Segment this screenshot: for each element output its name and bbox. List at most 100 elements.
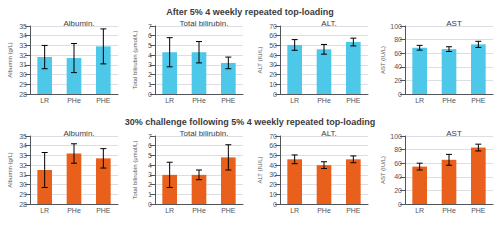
svg-text:PHE: PHE — [346, 97, 361, 104]
svg-text:60: 60 — [269, 32, 277, 39]
svg-text:Albumin (g/L): Albumin (g/L) — [7, 152, 13, 188]
svg-text:32: 32 — [19, 162, 27, 169]
svg-text:50: 50 — [269, 42, 277, 49]
svg-text:60: 60 — [394, 160, 402, 167]
svg-text:20: 20 — [269, 71, 277, 78]
svg-text:ALT.: ALT. — [321, 129, 336, 138]
svg-text:0: 0 — [398, 201, 402, 208]
svg-text:2: 2 — [148, 71, 152, 78]
svg-text:30: 30 — [269, 171, 277, 178]
svg-text:40: 40 — [269, 52, 277, 59]
svg-text:60: 60 — [394, 50, 402, 57]
svg-text:PHE: PHE — [471, 97, 486, 104]
svg-text:4: 4 — [148, 162, 152, 169]
svg-text:100: 100 — [390, 23, 402, 30]
svg-text:34: 34 — [19, 32, 27, 39]
svg-text:35: 35 — [19, 133, 27, 140]
svg-text:PHe: PHe — [317, 97, 331, 104]
svg-text:33: 33 — [19, 152, 27, 159]
svg-text:LR: LR — [415, 207, 424, 214]
svg-text:Total bilirubin.: Total bilirubin. — [180, 19, 229, 28]
svg-text:AST (IU/L): AST (IU/L) — [380, 46, 386, 74]
svg-text:2: 2 — [148, 181, 152, 188]
svg-text:20: 20 — [394, 187, 402, 194]
svg-text:70: 70 — [269, 133, 277, 140]
svg-text:29: 29 — [19, 81, 27, 88]
svg-text:AST: AST — [446, 129, 462, 138]
svg-text:AST: AST — [446, 19, 462, 28]
svg-text:5: 5 — [148, 152, 152, 159]
svg-text:0: 0 — [398, 91, 402, 98]
svg-text:PHe: PHe — [442, 207, 456, 214]
svg-text:100: 100 — [390, 133, 402, 140]
svg-text:LR: LR — [40, 97, 49, 104]
svg-text:10: 10 — [269, 81, 277, 88]
svg-text:PHE: PHE — [96, 97, 111, 104]
svg-text:35: 35 — [19, 23, 27, 30]
svg-text:60: 60 — [269, 142, 277, 149]
svg-text:PHe: PHe — [67, 97, 81, 104]
svg-text:0: 0 — [148, 91, 152, 98]
svg-text:3: 3 — [148, 171, 152, 178]
svg-text:PHE: PHE — [471, 207, 486, 214]
svg-text:LR: LR — [165, 207, 174, 214]
svg-text:6: 6 — [148, 142, 152, 149]
svg-text:80: 80 — [394, 36, 402, 43]
svg-text:LR: LR — [290, 97, 299, 104]
svg-text:PHe: PHe — [67, 207, 81, 214]
svg-text:PHe: PHe — [442, 97, 456, 104]
svg-text:32: 32 — [19, 52, 27, 59]
svg-text:Albumin.: Albumin. — [63, 19, 94, 28]
svg-text:PHE: PHE — [221, 97, 236, 104]
svg-text:50: 50 — [269, 152, 277, 159]
svg-text:PHE: PHE — [221, 207, 236, 214]
svg-text:ALT.: ALT. — [321, 19, 336, 28]
svg-text:28: 28 — [19, 201, 27, 208]
svg-text:PHE: PHE — [346, 207, 361, 214]
svg-text:0: 0 — [273, 91, 277, 98]
svg-text:6: 6 — [148, 32, 152, 39]
svg-text:PHe: PHe — [317, 207, 331, 214]
svg-text:1: 1 — [148, 81, 152, 88]
svg-text:30: 30 — [269, 61, 277, 68]
svg-text:31: 31 — [19, 171, 27, 178]
svg-text:Total bilirubin (μmol/L): Total bilirubin (μmol/L) — [132, 141, 138, 200]
svg-text:10: 10 — [269, 191, 277, 198]
svg-text:LR: LR — [290, 207, 299, 214]
svg-text:29: 29 — [19, 191, 27, 198]
svg-text:After 5% 4 weekly repeated top: After 5% 4 weekly repeated top-loading — [166, 7, 334, 17]
svg-text:40: 40 — [269, 162, 277, 169]
svg-text:Total bilirubin (μmol/L): Total bilirubin (μmol/L) — [132, 31, 138, 90]
svg-text:3: 3 — [148, 61, 152, 68]
svg-text:7: 7 — [148, 23, 152, 30]
svg-text:30% challenge following 5% 4 w: 30% challenge following 5% 4 weekly repe… — [125, 117, 376, 127]
svg-text:33: 33 — [19, 42, 27, 49]
svg-text:28: 28 — [19, 91, 27, 98]
svg-text:0: 0 — [148, 201, 152, 208]
svg-text:Albumin (g/L): Albumin (g/L) — [7, 42, 13, 78]
svg-text:7: 7 — [148, 133, 152, 140]
svg-text:Total bilirubin.: Total bilirubin. — [180, 129, 229, 138]
svg-text:5: 5 — [148, 42, 152, 49]
svg-text:30: 30 — [19, 71, 27, 78]
svg-text:ALT (IU/L): ALT (IU/L) — [257, 46, 263, 73]
svg-text:40: 40 — [394, 63, 402, 70]
svg-text:PHe: PHe — [192, 207, 206, 214]
svg-text:PHe: PHe — [192, 97, 206, 104]
svg-text:31: 31 — [19, 61, 27, 68]
svg-text:LR: LR — [165, 97, 174, 104]
svg-text:LR: LR — [40, 207, 49, 214]
svg-text:34: 34 — [19, 142, 27, 149]
svg-text:40: 40 — [394, 173, 402, 180]
svg-text:ALT (IU/L): ALT (IU/L) — [257, 156, 263, 183]
svg-text:PHE: PHE — [96, 207, 111, 214]
svg-text:Albumin.: Albumin. — [63, 129, 94, 138]
svg-text:AST (IU/L): AST (IU/L) — [380, 156, 386, 184]
svg-text:4: 4 — [148, 52, 152, 59]
svg-text:0: 0 — [273, 201, 277, 208]
svg-text:1: 1 — [148, 191, 152, 198]
svg-text:30: 30 — [19, 181, 27, 188]
svg-text:20: 20 — [269, 181, 277, 188]
svg-text:20: 20 — [394, 77, 402, 84]
svg-text:70: 70 — [269, 23, 277, 30]
